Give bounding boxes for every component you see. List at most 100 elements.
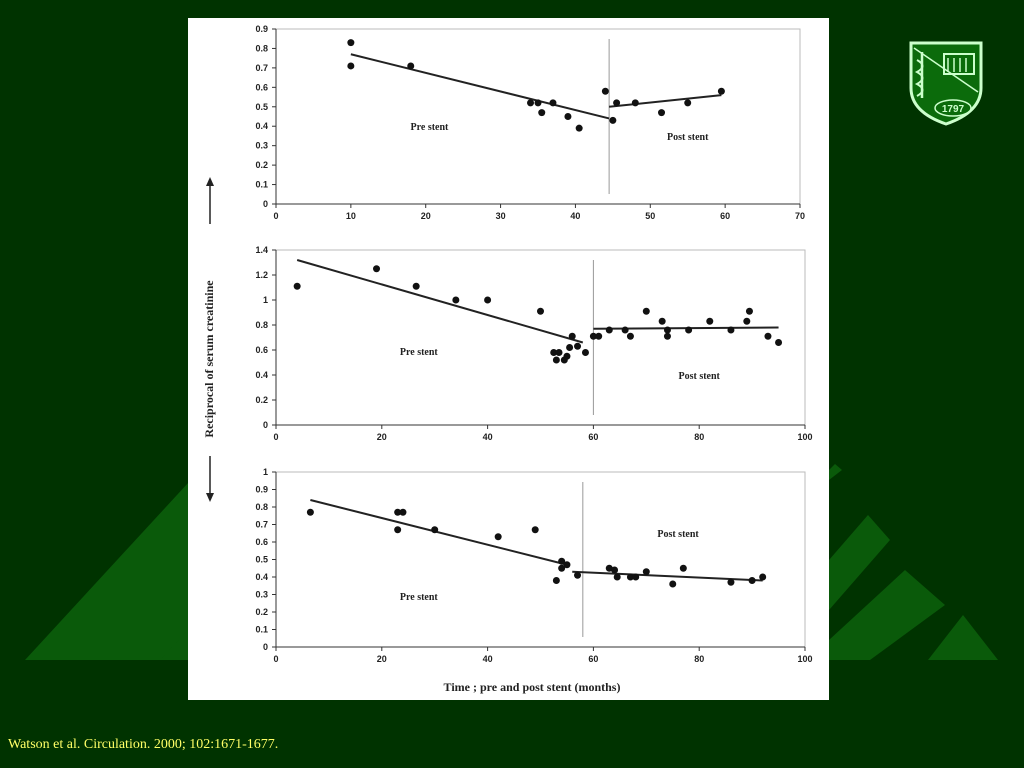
crest-shield-icon: 1797 bbox=[909, 41, 983, 126]
y-tick-label: 0.2 bbox=[255, 395, 268, 405]
y-tick-label: 0.5 bbox=[255, 102, 268, 112]
regression-line bbox=[572, 570, 763, 582]
y-tick-label: 0 bbox=[263, 420, 268, 430]
y-tick-label: 0.1 bbox=[255, 625, 268, 635]
data-point bbox=[537, 307, 544, 315]
x-tick-label: 30 bbox=[496, 211, 506, 221]
chart-panel-1: 0 0.1 0.2 0.3 0.4 0.5 0.6 0.7 0.8 0.9 0 10 20 30 40 50 6… bbox=[255, 24, 805, 221]
data-point bbox=[574, 571, 582, 579]
y-tick-label: 0 bbox=[263, 199, 268, 209]
data-point bbox=[669, 580, 677, 588]
regression-line bbox=[609, 94, 722, 108]
data-point bbox=[613, 573, 621, 581]
regression-line bbox=[350, 53, 610, 120]
regression-line bbox=[310, 499, 568, 566]
data-point bbox=[759, 573, 767, 581]
x-tick-label: 60 bbox=[588, 654, 598, 664]
x-tick-label: 60 bbox=[720, 211, 730, 221]
data-point bbox=[534, 99, 542, 107]
data-point bbox=[605, 564, 613, 572]
y-tick-label: 0.6 bbox=[255, 82, 268, 92]
regression-line bbox=[296, 259, 584, 344]
data-point bbox=[347, 39, 355, 47]
data-point bbox=[538, 109, 546, 117]
y-tick-label: 0.2 bbox=[255, 160, 268, 170]
data-point bbox=[563, 561, 571, 569]
y-tick-label: 1 bbox=[263, 467, 268, 477]
data-point bbox=[642, 568, 650, 576]
data-point bbox=[394, 508, 402, 516]
y-tick-label: 0.2 bbox=[255, 607, 268, 617]
data-point bbox=[601, 87, 609, 95]
data-point bbox=[775, 339, 783, 346]
data-point bbox=[531, 526, 539, 534]
data-point bbox=[706, 317, 714, 325]
data-point bbox=[347, 62, 355, 70]
data-point bbox=[764, 332, 772, 340]
x-tick-label: 10 bbox=[346, 211, 356, 221]
data-point bbox=[605, 326, 613, 334]
data-point bbox=[552, 577, 560, 584]
data-point bbox=[563, 352, 571, 360]
data-point bbox=[642, 307, 650, 315]
x-axis-label: Time ; pre and post stent (months) bbox=[444, 680, 621, 694]
x-tick-label: 20 bbox=[377, 654, 387, 664]
y-tick-label: 0.4 bbox=[255, 370, 268, 380]
data-point bbox=[574, 342, 582, 350]
y-tick-label: 0.3 bbox=[255, 590, 268, 600]
plots-container: 00.10.20.30.40.50.60.70.80.90 10 20 30 40 50 6… bbox=[255, 24, 812, 664]
annotation-label: Pre stent bbox=[400, 592, 439, 603]
citation: Watson et al. Circulation. 2000; 102:167… bbox=[8, 737, 279, 752]
data-point bbox=[407, 62, 415, 70]
down-arrow-icon bbox=[206, 456, 214, 502]
y-tick-label: 0.4 bbox=[255, 572, 268, 582]
data-point bbox=[658, 317, 666, 325]
data-point bbox=[658, 109, 666, 117]
logo-year: 1797 bbox=[942, 104, 965, 115]
data-point bbox=[549, 99, 557, 107]
data-point bbox=[552, 356, 560, 364]
data-point bbox=[626, 573, 634, 581]
chart-panel-2: 0 0.2 0.4 0.6 0.8 1 1.2 1.4 0 20 40 60 80 100 Pre sten… bbox=[255, 245, 812, 442]
x-tick-label: 20 bbox=[377, 432, 387, 442]
data-point bbox=[431, 526, 439, 534]
data-point bbox=[727, 326, 735, 334]
data-point bbox=[611, 566, 619, 574]
data-point bbox=[494, 533, 502, 541]
data-point bbox=[613, 99, 621, 107]
annotation-label: Pre stent bbox=[411, 122, 450, 133]
x-tick-label: 80 bbox=[694, 432, 704, 442]
y-tick-label: 0 bbox=[263, 642, 268, 652]
deco-band-2 bbox=[829, 515, 890, 610]
data-point bbox=[663, 326, 671, 334]
annotation-label: Post stent bbox=[657, 529, 699, 540]
x-tick-label: 60 bbox=[588, 432, 598, 442]
data-point bbox=[727, 578, 735, 586]
data-point bbox=[685, 326, 693, 334]
x-tick-label: 100 bbox=[797, 432, 812, 442]
deco-band-3 bbox=[829, 570, 945, 660]
up-arrow-icon bbox=[206, 177, 214, 224]
deco-band-4 bbox=[829, 464, 842, 480]
data-point bbox=[581, 349, 589, 356]
y-tick-label: 0.6 bbox=[255, 345, 268, 355]
data-point bbox=[748, 577, 756, 584]
y-tick-label: 0.9 bbox=[255, 24, 268, 34]
data-point bbox=[684, 99, 692, 107]
y-tick-label: 0.9 bbox=[255, 485, 268, 495]
y-tick-label: 0.8 bbox=[255, 502, 268, 512]
x-tick-label: 80 bbox=[694, 654, 704, 664]
y-tick-label: 0.6 bbox=[255, 537, 268, 547]
data-point bbox=[399, 508, 407, 516]
chart-panel-3: 0 0.1 0.2 0.3 0.4 0.5 0.6 0.7 0.8 0.9 1 0 20 40 60 80 10… bbox=[255, 467, 812, 664]
plot-frame bbox=[275, 471, 806, 648]
figure-panel: 0 0.1 0.2 0.3 0.4 0.5 0.6 0.7 0.8 0.9 0 10 20 30 40 50 6… bbox=[188, 18, 829, 700]
y-tick-label: 1.2 bbox=[255, 270, 268, 280]
data-point bbox=[589, 332, 597, 340]
data-point bbox=[484, 296, 492, 304]
x-tick-label: 20 bbox=[421, 211, 431, 221]
annotation-label: Pre stent bbox=[400, 347, 439, 358]
x-tick-label: 40 bbox=[483, 654, 493, 664]
data-point bbox=[558, 557, 566, 565]
data-point bbox=[373, 265, 381, 273]
